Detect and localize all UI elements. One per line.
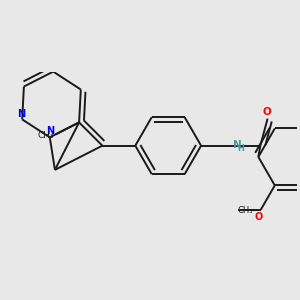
Text: CH₃: CH₃ (238, 206, 253, 215)
Text: O: O (262, 107, 271, 117)
Text: N: N (17, 109, 26, 118)
Text: N: N (46, 126, 55, 136)
Text: O: O (255, 212, 263, 222)
Text: CH₃: CH₃ (37, 131, 54, 140)
Text: H: H (238, 144, 244, 153)
Text: N: N (233, 140, 242, 150)
